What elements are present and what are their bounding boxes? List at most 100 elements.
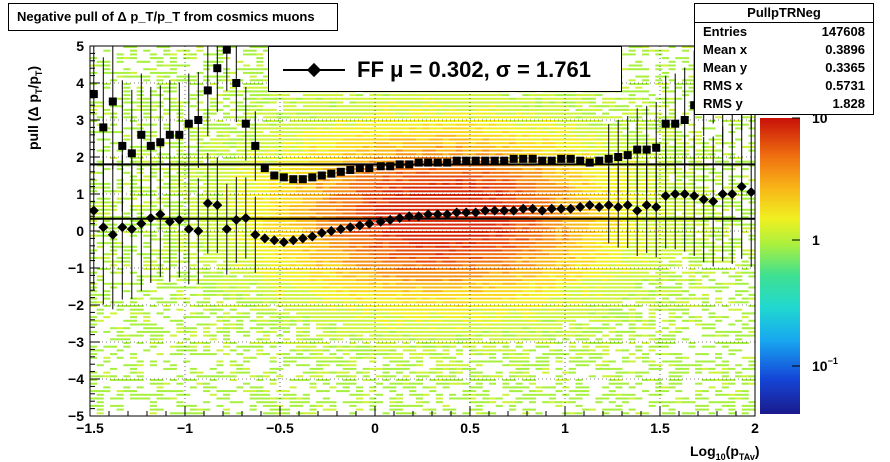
heatmap-cell <box>369 201 377 204</box>
heatmap-cell <box>362 186 370 189</box>
heatmap-cell <box>462 94 470 97</box>
heatmap-cell <box>475 108 483 111</box>
heatmap-cell <box>322 186 330 189</box>
heatmap-cell <box>515 182 523 185</box>
heatmap-cell <box>90 293 98 296</box>
heatmap-cell <box>336 312 344 315</box>
heatmap-cell <box>216 275 224 278</box>
heatmap-cell <box>216 308 224 311</box>
heatmap-cell <box>96 205 104 208</box>
heatmap-cell <box>415 208 423 211</box>
heatmap-cell <box>422 279 430 282</box>
heatmap-cell <box>282 171 290 174</box>
heatmap-cell <box>382 112 390 115</box>
heatmap-cell <box>409 345 417 348</box>
heatmap-cell <box>329 120 337 122</box>
heatmap-cell <box>110 404 118 407</box>
heatmap-cell <box>342 123 350 126</box>
heatmap-cell <box>276 323 284 326</box>
heatmap-cell <box>522 312 530 315</box>
heatmap-cell <box>243 245 251 248</box>
heatmap-cell <box>143 149 151 152</box>
heatmap-cell <box>302 223 310 226</box>
heatmap-cell <box>196 301 204 304</box>
heatmap-cell <box>163 367 171 370</box>
heatmap-cell <box>442 323 450 326</box>
heatmap-cell <box>509 97 517 100</box>
heatmap-cell <box>409 138 417 141</box>
heatmap-cell <box>196 408 204 411</box>
heatmap-cell <box>382 242 390 245</box>
heatmap-cell <box>382 345 390 348</box>
heatmap-cell <box>515 245 523 248</box>
heatmap-cell <box>482 260 490 263</box>
heatmap-cell <box>243 268 251 270</box>
heatmap-cell <box>449 160 457 163</box>
heatmap-cell <box>256 390 264 393</box>
heatmap-cell <box>90 353 98 356</box>
heatmap-cell <box>269 260 277 263</box>
heatmap-cell <box>336 205 344 208</box>
heatmap-cell <box>229 153 237 156</box>
heatmap-cell <box>362 282 370 285</box>
heatmap-cell <box>349 249 357 252</box>
heatmap-cell <box>415 379 423 381</box>
heatmap-cell <box>149 412 157 415</box>
heatmap-cell <box>515 308 523 311</box>
heatmap-cell <box>369 197 377 200</box>
heatmap-cell <box>183 242 191 245</box>
heatmap-cell <box>309 116 317 119</box>
heatmap-cell <box>429 249 437 252</box>
heatmap-cell <box>382 323 390 326</box>
heatmap-cell <box>249 290 257 293</box>
heatmap-cell <box>462 286 470 289</box>
heatmap-cell <box>389 308 397 311</box>
heatmap-cell <box>502 264 510 267</box>
heatmap-cell <box>123 375 131 378</box>
heatmap-cell <box>123 197 131 200</box>
heatmap-cell <box>236 386 244 389</box>
heatmap-cell <box>342 234 350 237</box>
heatmap-cell <box>402 342 410 344</box>
heatmap-cell <box>442 275 450 278</box>
heatmap-cell <box>302 142 310 145</box>
heatmap-cell <box>129 297 137 300</box>
heatmap-cell <box>475 386 483 389</box>
heatmap-cell <box>449 316 457 319</box>
heatmap-cell <box>489 297 497 300</box>
heatmap-cell <box>183 216 191 219</box>
heatmap-cell <box>289 260 297 263</box>
heatmap-cell <box>216 57 224 60</box>
heatmap-cell <box>282 397 290 400</box>
heatmap-cell <box>336 245 344 248</box>
heatmap-cell <box>302 219 310 222</box>
heatmap-cell <box>375 353 383 356</box>
heatmap-cell <box>495 264 503 267</box>
heatmap-cell <box>289 142 297 145</box>
heatmap-cell <box>256 282 264 285</box>
heatmap-cell <box>123 116 131 119</box>
heatmap-cell <box>356 275 364 278</box>
heatmap-cell <box>515 197 523 200</box>
heatmap-cell <box>462 334 470 337</box>
heatmap-cell <box>522 260 530 263</box>
heatmap-cell <box>276 127 284 130</box>
heatmap-cell <box>169 182 177 185</box>
heatmap-cell <box>329 404 337 407</box>
heatmap-cell <box>349 120 357 122</box>
heatmap-cell <box>322 349 330 352</box>
heatmap-cell <box>415 360 423 363</box>
heatmap-cell <box>349 297 357 300</box>
heatmap-cell <box>435 401 443 404</box>
heatmap-cell <box>475 382 483 385</box>
heatmap-cell <box>349 134 357 137</box>
heatmap-cell <box>243 371 251 374</box>
heatmap-cell <box>402 116 410 119</box>
heatmap-cell <box>163 242 171 245</box>
heatmap-cell <box>203 68 211 71</box>
heatmap-cell <box>469 393 477 396</box>
heatmap-cell <box>495 290 503 293</box>
heatmap-cell <box>402 108 410 111</box>
heatmap-cell <box>309 108 317 111</box>
heatmap-cell <box>455 312 463 315</box>
